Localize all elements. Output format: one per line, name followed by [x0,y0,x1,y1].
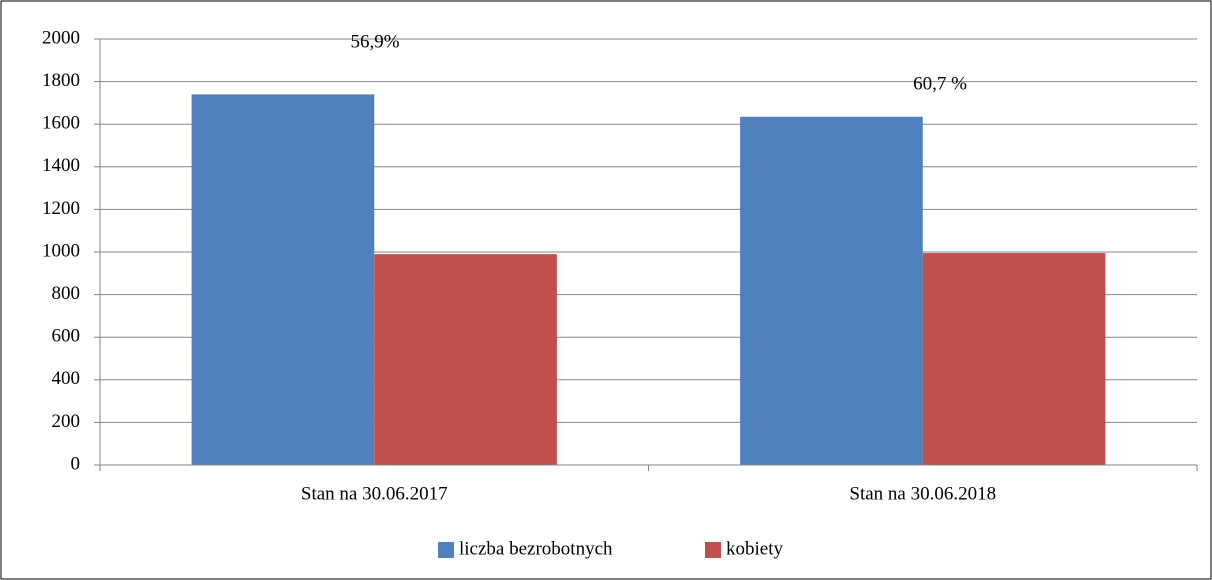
y-tick-label: 0 [71,453,81,474]
annotation: 56,9% [350,31,399,52]
y-tick-label: 600 [52,326,81,347]
y-tick-label: 800 [52,283,81,304]
bar [191,94,375,465]
legend-label: liczba bezrobotnych [459,538,613,559]
y-tick-label: 1200 [42,198,80,219]
legend-swatch [438,542,454,558]
y-tick-label: 1600 [42,113,80,134]
bar [374,254,557,465]
x-tick-label: Stan na 30.06.2017 [301,483,448,504]
bar [740,116,923,466]
y-tick-label: 2000 [42,27,80,48]
y-tick-label: 1000 [42,240,80,261]
legend-swatch [705,542,721,558]
annotation: 60,7 % [913,73,967,94]
x-tick-label: Stan na 30.06.2018 [849,483,996,504]
y-tick-label: 400 [52,368,81,389]
y-tick-label: 1400 [42,155,80,176]
y-tick-label: 1800 [42,70,80,91]
legend-label: kobiety [726,538,783,559]
bar [922,253,1106,465]
y-tick-label: 200 [52,411,81,432]
